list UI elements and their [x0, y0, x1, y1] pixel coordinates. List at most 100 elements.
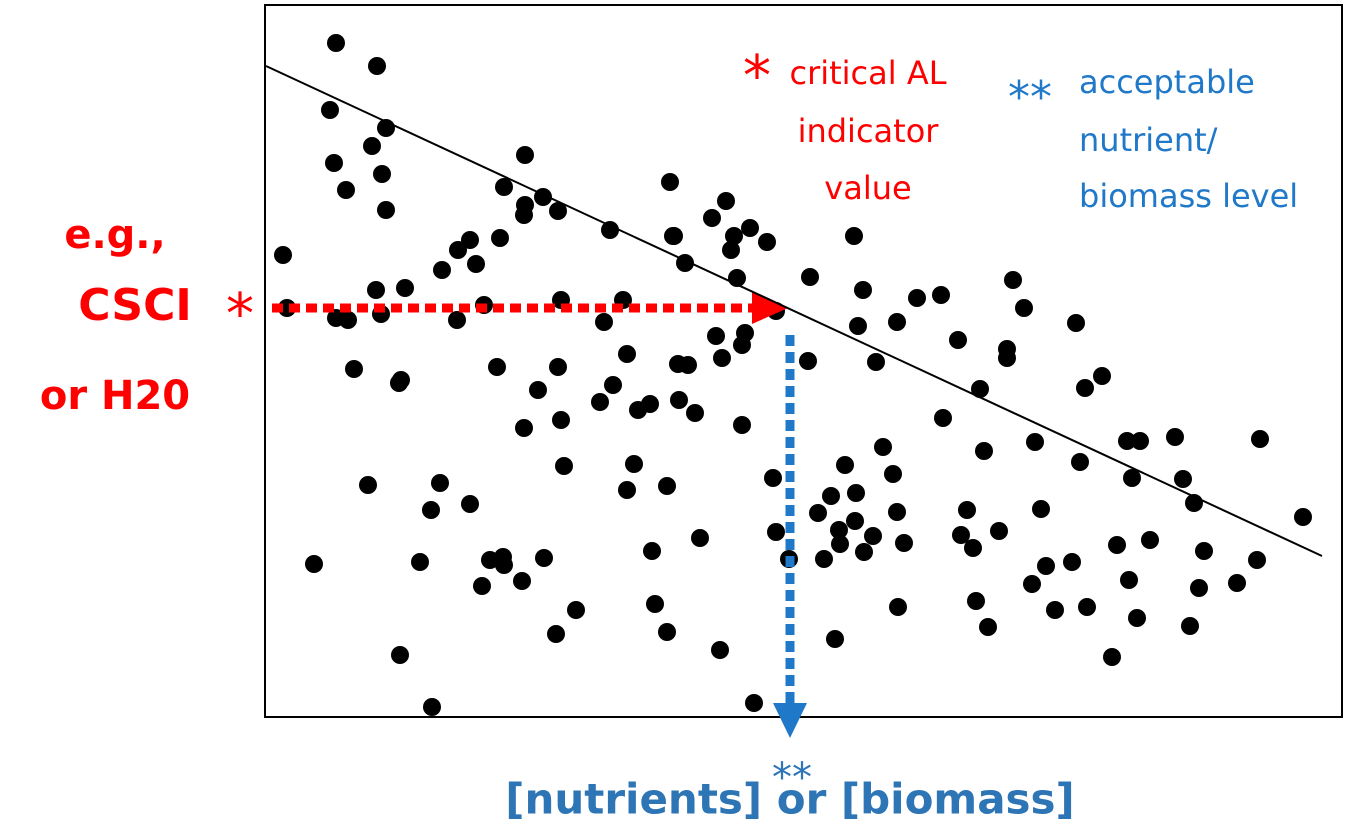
point: [864, 527, 882, 545]
point: [325, 154, 343, 172]
y-label-line: or H20: [40, 373, 190, 419]
point: [1174, 470, 1192, 488]
point: [1118, 432, 1136, 450]
point: [363, 137, 381, 155]
point: [658, 623, 676, 641]
point: [513, 572, 531, 590]
point: [1103, 648, 1121, 666]
point: [595, 313, 613, 331]
point: [618, 481, 636, 499]
point: [854, 281, 872, 299]
critical-arrow-head: [752, 292, 788, 324]
point: [846, 512, 864, 530]
annotation-line: biomass level: [1079, 177, 1298, 215]
point: [461, 495, 479, 513]
point: [1037, 557, 1055, 575]
point: [867, 353, 885, 371]
point: [658, 477, 676, 495]
annotation-line: critical AL: [789, 54, 946, 92]
point: [845, 227, 863, 245]
point: [549, 202, 567, 220]
x-axis-label: [nutrients] or [biomass]: [505, 775, 1074, 824]
point: [665, 227, 683, 245]
point: [736, 324, 754, 342]
x-label-mark: **: [772, 755, 812, 801]
point: [1251, 430, 1269, 448]
point: [815, 550, 833, 568]
point: [601, 221, 619, 239]
point: [967, 592, 985, 610]
point: [799, 352, 817, 370]
point: [895, 534, 913, 552]
point: [826, 630, 844, 648]
point: [847, 484, 865, 502]
point: [448, 311, 466, 329]
point: [1032, 500, 1050, 518]
point: [767, 523, 785, 541]
point: [979, 618, 997, 636]
point: [707, 327, 725, 345]
point: [1023, 575, 1041, 593]
point: [1141, 531, 1159, 549]
point: [327, 34, 345, 52]
y-label-mark: *: [226, 282, 254, 347]
point: [836, 456, 854, 474]
point: [1026, 433, 1044, 451]
y-label-line: e.g.,: [64, 212, 165, 258]
point: [625, 455, 643, 473]
point: [643, 542, 661, 560]
point: [958, 501, 976, 519]
point: [745, 694, 763, 712]
point: [741, 219, 759, 237]
point: [990, 522, 1008, 540]
point: [809, 504, 827, 522]
point: [1120, 571, 1138, 589]
point: [952, 526, 970, 544]
point: [764, 469, 782, 487]
point: [359, 476, 377, 494]
point: [491, 229, 509, 247]
point: [1228, 574, 1246, 592]
point: [423, 698, 441, 716]
point: [604, 376, 622, 394]
point: [461, 231, 479, 249]
plot-frame: [264, 4, 1343, 718]
point: [855, 543, 873, 561]
point: [377, 201, 395, 219]
point: [367, 281, 385, 299]
point: [473, 577, 491, 595]
annotation-line: nutrient/: [1079, 121, 1218, 159]
point: [1123, 469, 1141, 487]
point: [1166, 428, 1184, 446]
point: [274, 246, 292, 264]
annotation-mark: **: [1008, 72, 1052, 123]
point: [1071, 453, 1089, 471]
point: [535, 549, 553, 567]
point: [725, 227, 743, 245]
point: [758, 233, 776, 251]
points: [274, 34, 1312, 716]
point: [964, 539, 982, 557]
point: [971, 380, 989, 398]
point: [515, 419, 533, 437]
point: [321, 101, 339, 119]
point: [411, 553, 429, 571]
point: [934, 409, 952, 427]
labels: e.g., CSCI or H20 * [nutrients] or [biom…: [40, 44, 1298, 823]
point: [801, 268, 819, 286]
point: [717, 192, 735, 210]
point: [1093, 367, 1111, 385]
point: [1108, 536, 1126, 554]
point: [339, 311, 357, 329]
point: [549, 358, 567, 376]
point: [888, 503, 906, 521]
point: [449, 241, 467, 259]
point: [830, 521, 848, 539]
point: [711, 641, 729, 659]
point: [1063, 553, 1081, 571]
point: [888, 313, 906, 331]
point: [368, 57, 386, 75]
point: [345, 360, 363, 378]
point: [390, 374, 408, 392]
